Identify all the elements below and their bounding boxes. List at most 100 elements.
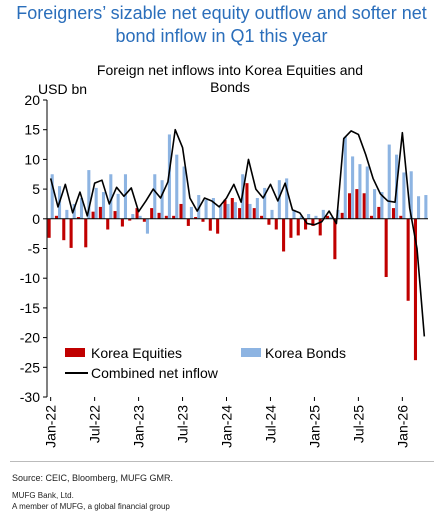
- bonds-bar: [358, 164, 362, 219]
- y-tick-label: -25: [20, 359, 40, 375]
- x-tick-label: Jan-26: [394, 405, 410, 448]
- equities-bar: [120, 218, 124, 227]
- source-note: Source: CEIC, Bloomberg, MUFG GMR.: [12, 473, 174, 483]
- chart-title: Foreign net inflows into Korea Equities …: [60, 62, 400, 96]
- equities-bar: [289, 218, 293, 238]
- legend-equities-swatch: [65, 348, 85, 357]
- bonds-bar: [365, 166, 369, 219]
- bonds-bar: [314, 215, 318, 219]
- equities-bar: [391, 208, 396, 219]
- y-tick-label: -5: [28, 241, 41, 257]
- bank-tagline: A member of MUFG, a global financial gro…: [12, 502, 170, 511]
- bonds-bar: [72, 203, 76, 219]
- equities-bar: [76, 217, 80, 219]
- bonds-bar: [417, 196, 421, 219]
- bonds-bar: [50, 174, 54, 219]
- equities-bar: [194, 217, 198, 219]
- equities-bar: [84, 218, 88, 248]
- bonds-bar: [109, 174, 113, 219]
- bonds-bar: [160, 180, 164, 219]
- bonds-bar: [263, 187, 267, 219]
- bonds-bar: [94, 187, 98, 219]
- equities-bar: [362, 193, 366, 219]
- equities-bar: [377, 206, 381, 219]
- y-tick-label: 10: [24, 151, 40, 167]
- equities-bar: [326, 215, 330, 219]
- equities-bar: [333, 218, 337, 260]
- x-tick-label: Jul-24: [262, 405, 278, 443]
- y-tick-label: 0: [32, 211, 40, 227]
- bonds-bar: [402, 172, 406, 219]
- bonds-bar: [329, 217, 333, 219]
- y-tick-label: -20: [20, 330, 40, 346]
- bonds-bar: [101, 192, 106, 219]
- equities-bar: [238, 208, 242, 219]
- equities-bar: [142, 218, 146, 222]
- y-tick-label: 20: [24, 92, 40, 108]
- y-tick-label: -15: [20, 300, 40, 316]
- bonds-bar: [116, 193, 120, 219]
- equities-bar: [252, 208, 256, 219]
- equities-bar: [267, 218, 271, 225]
- equities-bar: [230, 198, 234, 219]
- equities-bar: [216, 218, 220, 234]
- equities-bar: [128, 218, 132, 221]
- bonds-bar: [182, 166, 186, 219]
- bank-name: MUFG Bank, Ltd.: [12, 491, 74, 500]
- bonds-bar: [424, 195, 428, 219]
- legend-bonds-label: Korea Bonds: [265, 345, 346, 361]
- equities-bar: [172, 215, 176, 219]
- equities-bar: [406, 218, 410, 301]
- legend-bonds-swatch: [241, 348, 261, 357]
- equities-bar: [311, 218, 315, 226]
- bonds-bar: [343, 136, 347, 219]
- equities-bar: [150, 208, 154, 219]
- bonds-bar: [219, 205, 223, 219]
- y-tick-label: -30: [20, 389, 40, 405]
- x-tick-label: Jul-22: [87, 405, 103, 443]
- bonds-bar: [321, 209, 325, 219]
- bonds-bar: [387, 144, 391, 219]
- equities-bar: [113, 211, 117, 219]
- bonds-bar: [409, 171, 413, 219]
- equities-bar: [62, 218, 66, 241]
- x-tick-label: Jul-23: [175, 405, 191, 443]
- headline-line-2: bond inflow in Q1 this year: [115, 26, 328, 46]
- equities-bar: [274, 218, 278, 230]
- equities-bar: [245, 183, 249, 219]
- bonds-bar: [233, 202, 237, 219]
- equities-bar: [384, 218, 388, 278]
- bonds-bar: [211, 198, 215, 219]
- y-tick-label: 15: [24, 122, 40, 138]
- y-tick-label: -10: [20, 270, 40, 286]
- equities-bar: [340, 212, 344, 219]
- equities-bar: [69, 218, 73, 248]
- headline: Foreigners’ sizable net equity outflow a…: [0, 2, 443, 48]
- equities-bar: [98, 206, 102, 219]
- legend-equities-label: Korea Equities: [91, 345, 182, 361]
- x-tick-label: Jan-25: [306, 405, 322, 448]
- equities-bar: [135, 208, 139, 219]
- equities-bar: [179, 203, 183, 219]
- equities-bar: [369, 215, 374, 219]
- equities-bars: [47, 183, 418, 361]
- bonds-bar: [189, 206, 193, 219]
- equities-bar: [347, 193, 352, 219]
- combined-net-inflow-line: [49, 128, 426, 337]
- bonds-bar: [79, 198, 84, 219]
- equities-bar: [260, 215, 264, 219]
- bonds-bar: [270, 209, 274, 219]
- bonds-bar: [138, 215, 142, 219]
- bonds-bar: [248, 203, 252, 219]
- bonds-bar: [351, 156, 355, 219]
- bonds-bar: [153, 174, 157, 219]
- legend-combined-label: Combined net inflow: [91, 365, 219, 381]
- bonds-bar: [204, 199, 208, 219]
- x-tick-label: Jan-22: [43, 405, 59, 448]
- footer-divider: [10, 461, 434, 462]
- equities-bar: [91, 211, 95, 219]
- bonds-bar: [123, 174, 128, 219]
- equities-bar: [304, 218, 308, 230]
- bonds-bar: [292, 209, 296, 219]
